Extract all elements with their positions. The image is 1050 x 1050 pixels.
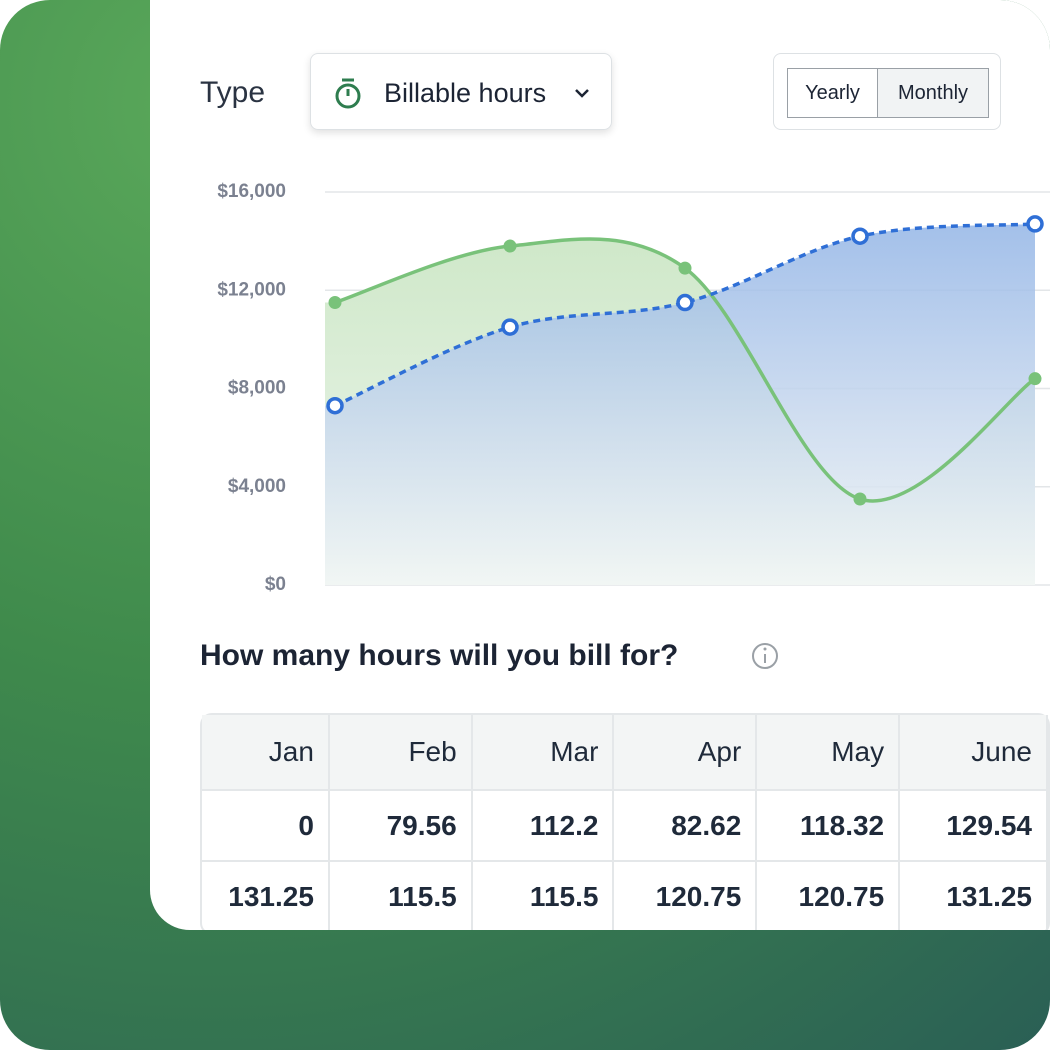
cell[interactable]: May [757,715,901,791]
period-toggle: Yearly Monthly [773,53,1001,130]
line [334,222,1036,408]
card: Type How many hours will you bill for? $… [150,0,1050,930]
cell[interactable]: 120.75 [757,862,901,930]
cell[interactable]: Jan [202,715,330,791]
type-label: Type [200,76,265,109]
chart: Type How many hours will you bill for? $… [200,76,1050,672]
y-tick-label: $8,000 [228,378,286,399]
data-row: 0 79.56 112.2 82.62 118.32 129.54 [202,791,1048,862]
cell[interactable]: June [900,715,1048,791]
header-row: Jan Feb Mar Apr May June [202,715,1048,791]
cell[interactable]: 115.5 [330,862,473,930]
cell[interactable]: Feb [329,715,473,791]
hours-table: Jan Feb Mar Apr May June 0 79.56 112.2 82.62 118.3… [200,713,1050,930]
point [678,261,692,275]
point [676,293,694,312]
cell[interactable]: Mar [472,715,615,791]
point [1026,215,1044,233]
data-row: 131.25 115.5 115.5 120.75 120.75 131.25 [202,862,1048,930]
y-tick-label: $12,000 [217,279,286,300]
cell[interactable]: Apr [614,715,758,791]
type-dropdown[interactable]: Billable hours [310,53,612,130]
cell[interactable]: 112.2 [472,791,615,862]
question: How many hours will you bill for? [200,639,678,672]
monthly-button[interactable]: Monthly [877,68,989,118]
y-tick-label: $0 [265,574,286,595]
point [1028,372,1042,386]
cell[interactable]: 131.25 [900,862,1048,930]
cell[interactable]: 82.62 [614,791,758,862]
y-tick-label: $16,000 [217,181,286,202]
point [328,296,342,310]
cell[interactable]: 120.75 [614,862,758,930]
y-tick-label: $4,000 [228,476,286,497]
cell[interactable]: 0 [202,791,330,862]
line [334,237,1037,503]
dropdown-label: Billable hours [384,78,547,108]
cell[interactable]: 131.25 [202,862,330,930]
cell[interactable]: 118.32 [757,791,901,862]
yearly-button[interactable]: Yearly [787,68,878,118]
chevron [575,89,589,98]
point [326,396,344,415]
info-icon[interactable] [752,643,778,669]
cell[interactable]: 129.54 [900,791,1048,862]
point [851,227,869,245]
point [501,318,519,336]
stopwatch-icon [335,78,361,109]
point [853,492,867,506]
cell[interactable]: 115.5 [473,862,615,930]
point [503,239,517,253]
cell[interactable]: 79.56 [329,791,473,862]
